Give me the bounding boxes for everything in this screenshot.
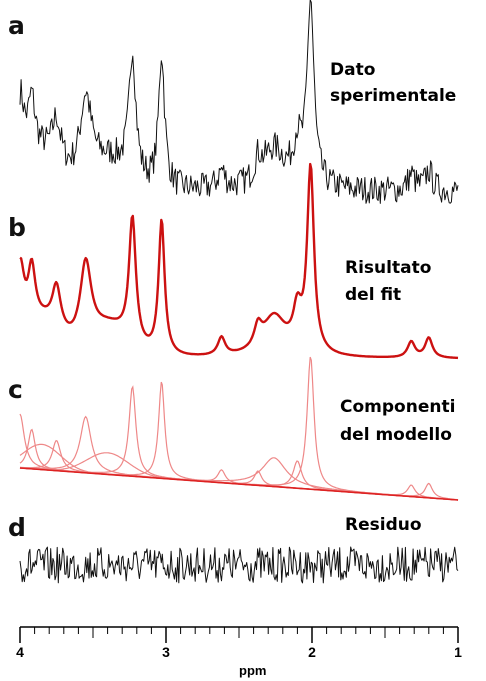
panel-b-label-line1: Risultato [345,258,431,278]
panel-a-label-line2: sperimentale [330,86,456,106]
panel-a-label-line1: Dato [330,60,375,80]
panel-d-label: Residuo [345,515,422,535]
x-tick-label: 2 [308,644,316,660]
model-component-line-9 [19,457,459,501]
panel-c-label-line2: del modello [340,425,452,445]
panel-letter-c: c [8,375,23,404]
model-component-line-15 [19,452,459,501]
x-tick-label: 4 [16,644,24,660]
panel-b-label-line2: del fit [345,285,401,305]
panel-letter-a: a [8,11,25,40]
ppm-axis-tick-labels: 4 3 2 1 [16,644,462,660]
ppm-axis-ticks [19,627,459,643]
x-axis-label: ppm [239,663,266,678]
fit-result-line [19,162,459,360]
baseline-line [19,467,459,501]
panel-letter-b: b [8,213,26,242]
x-tick-label: 1 [454,644,462,660]
experimental-spectrum-line [19,0,459,204]
residual-line [19,546,459,584]
panel-c-label-line1: Componenti [340,397,455,417]
model-component-line-3 [19,439,459,501]
x-tick-label: 3 [162,644,170,660]
panel-letter-d: d [8,513,26,542]
